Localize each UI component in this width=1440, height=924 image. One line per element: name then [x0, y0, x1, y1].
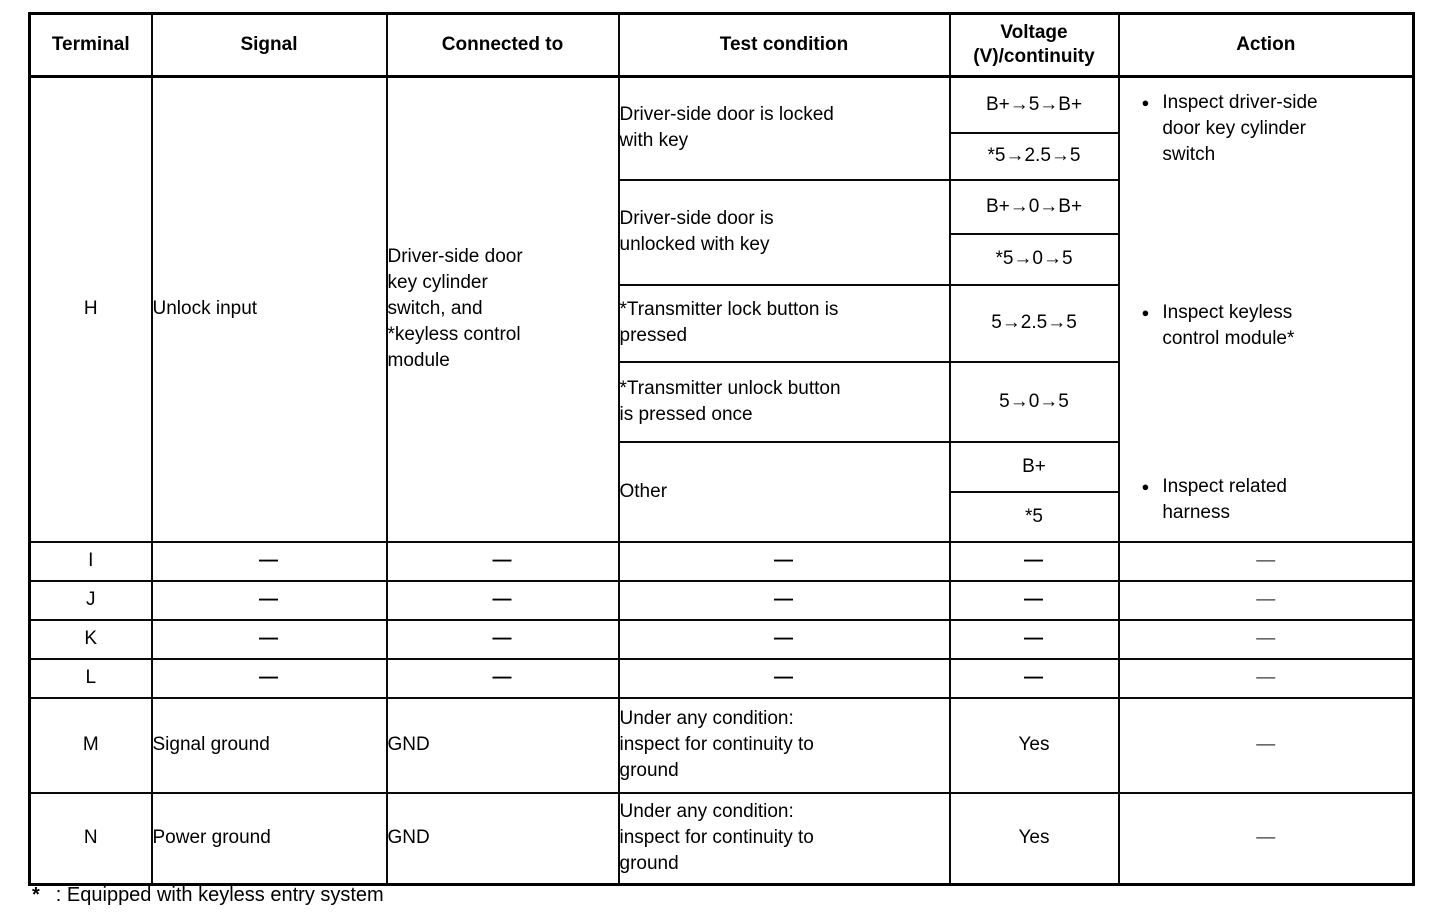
cell-action-l: — [1117, 657, 1415, 699]
table-row-h-2: *5→2.5→5 [30, 131, 1414, 181]
header-terminal: Terminal [28, 12, 153, 78]
table-row-h-1: H Unlock input Driver-side door key cyli… [28, 75, 1415, 543]
header-voltage-continuity: Voltage (V)/continuity [948, 12, 1120, 78]
bullet-icon: ● [1141, 95, 1150, 110]
cell-voltage-i: — [948, 540, 1120, 582]
bullet-icon: ● [1141, 479, 1150, 494]
action-item: ● Inspect keyless control module* [1142, 300, 1409, 352]
cell-test-condition-transmitter-unlock: *Transmitter unlock button is pressed on… [617, 360, 951, 443]
header-test-condition: Test condition [617, 12, 951, 78]
cell-voltage-other-2: *5 [948, 490, 1120, 543]
cell-test-condition-unlocked: Driver-side door is unlocked with key [617, 178, 951, 286]
cell-action-j: — [1117, 579, 1415, 621]
header-signal: Signal [150, 12, 388, 78]
action-text: Inspect driver-side door key cylinder sw… [1162, 92, 1318, 165]
cell-test-condition-i: — [617, 540, 951, 582]
cell-signal-m: Signal ground [150, 696, 388, 794]
cell-voltage-unlocked-2: *5→0→5 [948, 232, 1120, 286]
cell-signal-k: — [150, 618, 388, 660]
cell-voltage-transmitter-lock: 5→2.5→5 [948, 283, 1120, 363]
cell-signal-h: Unlock input [150, 75, 388, 543]
action-text: Inspect related harness [1162, 476, 1287, 523]
table-row-l: L — — — — — [28, 657, 1415, 699]
cell-terminal-k: K [28, 618, 153, 660]
terminal-inspection-table: Terminal Signal Connected to Test condit… [28, 12, 1415, 886]
cell-connected-to-n: GND [385, 791, 620, 886]
header-connected-to: Connected to [385, 12, 620, 78]
table-row-m: M Signal ground GND Under any condition:… [28, 696, 1415, 794]
cell-voltage-k: — [948, 618, 1120, 660]
cell-terminal-i: I [28, 540, 153, 582]
cell-terminal-h: H [28, 75, 153, 543]
cell-action-i: — [1117, 540, 1415, 582]
action-list: ● Inspect driver-side door key cylinder … [1121, 79, 1412, 539]
cell-connected-to-j: — [385, 579, 620, 621]
table-row-h-5: *Transmitter lock button is pressed 5→2.… [30, 283, 1414, 363]
cell-signal-n: Power ground [150, 791, 388, 886]
cell-test-condition-n: Under any condition: inspect for continu… [617, 791, 951, 886]
cell-voltage-n: Yes [948, 791, 1120, 886]
cell-terminal-n: N [28, 791, 153, 886]
cell-voltage-unlocked-1: B+→0→B+ [948, 178, 1120, 235]
cell-connected-to-m: GND [385, 696, 620, 794]
footnote-asterisk: * [32, 884, 40, 906]
action-item: ● Inspect related harness [1142, 474, 1409, 526]
cell-terminal-j: J [28, 579, 153, 621]
cell-action-m: — [1117, 696, 1415, 794]
cell-voltage-l: — [948, 657, 1120, 699]
cell-signal-l: — [150, 657, 388, 699]
table-row-h-4: *5→0→5 [30, 232, 1414, 286]
cell-voltage-m: Yes [948, 696, 1120, 794]
cell-connected-to-l: — [385, 657, 620, 699]
cell-test-condition-other: Other [617, 440, 951, 543]
cell-connected-to-i: — [385, 540, 620, 582]
table-row-h-6: *Transmitter unlock button is pressed on… [30, 360, 1414, 443]
cell-action-n: — [1117, 791, 1415, 886]
action-text: Inspect keyless control module* [1162, 302, 1295, 349]
cell-action-k: — [1117, 618, 1415, 660]
cell-signal-i: — [150, 540, 388, 582]
header-action: Action [1117, 12, 1415, 78]
table-row-h-8: *5 [30, 490, 1414, 543]
table-row-n: N Power ground GND Under any condition: … [28, 791, 1415, 886]
table-row-i: I — — — — — [28, 540, 1415, 582]
cell-test-condition-l: — [617, 657, 951, 699]
table-row-k: K — — — — — [28, 618, 1415, 660]
cell-connected-to-k: — [385, 618, 620, 660]
cell-terminal-l: L [28, 657, 153, 699]
cell-test-condition-j: — [617, 579, 951, 621]
footnote: * : Equipped with keyless entry system [32, 884, 384, 907]
cell-voltage-j: — [948, 579, 1120, 621]
action-item: ● Inspect driver-side door key cylinder … [1142, 90, 1409, 168]
cell-voltage-locked-1: B+→5→B+ [948, 75, 1120, 134]
table-header-row: Terminal Signal Connected to Test condit… [28, 12, 1415, 78]
cell-action-h: ● Inspect driver-side door key cylinder … [1117, 75, 1415, 543]
table-row-h-3: Driver-side door is unlocked with key B+… [30, 178, 1414, 286]
table-row-j: J — — — — — [28, 579, 1415, 621]
bullet-icon: ● [1141, 305, 1150, 320]
cell-test-condition-m: Under any condition: inspect for continu… [617, 696, 951, 794]
cell-voltage-locked-2: *5→2.5→5 [948, 131, 1120, 181]
table-row-h-7: Other B+ [30, 440, 1414, 543]
cell-connected-to-h: Driver-side door key cylinder switch, an… [385, 75, 620, 543]
cell-signal-j: — [150, 579, 388, 621]
cell-voltage-other-1: B+ [948, 440, 1120, 493]
cell-test-condition-k: — [617, 618, 951, 660]
footnote-text: : Equipped with keyless entry system [55, 884, 384, 906]
cell-test-condition-transmitter-lock: *Transmitter lock button is pressed [617, 283, 951, 363]
cell-test-condition-locked: Driver-side door is locked with key [617, 75, 951, 181]
cell-terminal-m: M [28, 696, 153, 794]
cell-voltage-transmitter-unlock: 5→0→5 [948, 360, 1120, 443]
